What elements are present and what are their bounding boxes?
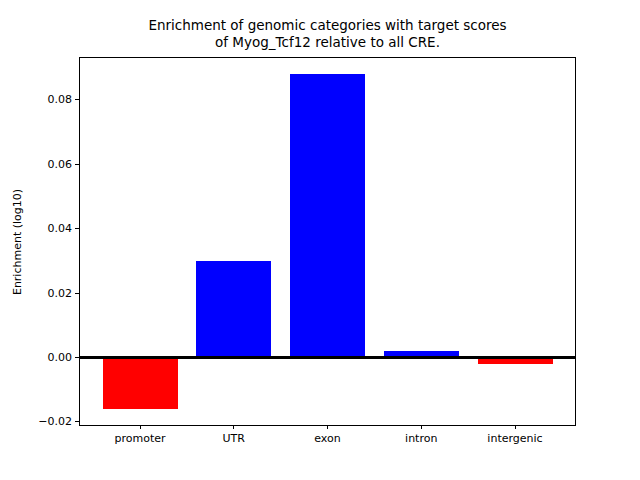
x-tick <box>421 425 422 429</box>
bar-exon <box>290 74 365 357</box>
y-tick-label: 0.02 <box>12 287 72 300</box>
bar-promoter <box>103 357 178 409</box>
y-axis-label: Enrichment (log10) <box>11 189 24 295</box>
y-tick-label: 0.04 <box>12 222 72 235</box>
y-tick <box>75 99 79 100</box>
y-tick-label: 0.00 <box>12 351 72 364</box>
bar-UTR <box>196 261 271 358</box>
x-tick <box>327 425 328 429</box>
plot-area: −0.020.000.020.040.060.08promoterUTRexon… <box>79 57 576 426</box>
chart-title-line2: of Myog_Tcf12 relative to all CRE. <box>79 34 576 51</box>
y-tick-label: −0.02 <box>12 415 72 428</box>
x-tick <box>140 425 141 429</box>
zero-line <box>80 356 575 359</box>
y-tick <box>75 164 79 165</box>
x-tick <box>233 425 234 429</box>
y-tick-label: 0.06 <box>12 158 72 171</box>
y-tick <box>75 357 79 358</box>
figure-canvas: Enrichment of genomic categories with ta… <box>0 0 640 480</box>
chart-title: Enrichment of genomic categories with ta… <box>79 17 576 50</box>
chart-title-line1: Enrichment of genomic categories with ta… <box>79 17 576 34</box>
x-tick <box>515 425 516 429</box>
y-tick <box>75 421 79 422</box>
y-tick <box>75 293 79 294</box>
y-tick <box>75 228 79 229</box>
y-tick-label: 0.08 <box>12 93 72 106</box>
x-tick-label-intergenic: intergenic <box>460 432 570 445</box>
